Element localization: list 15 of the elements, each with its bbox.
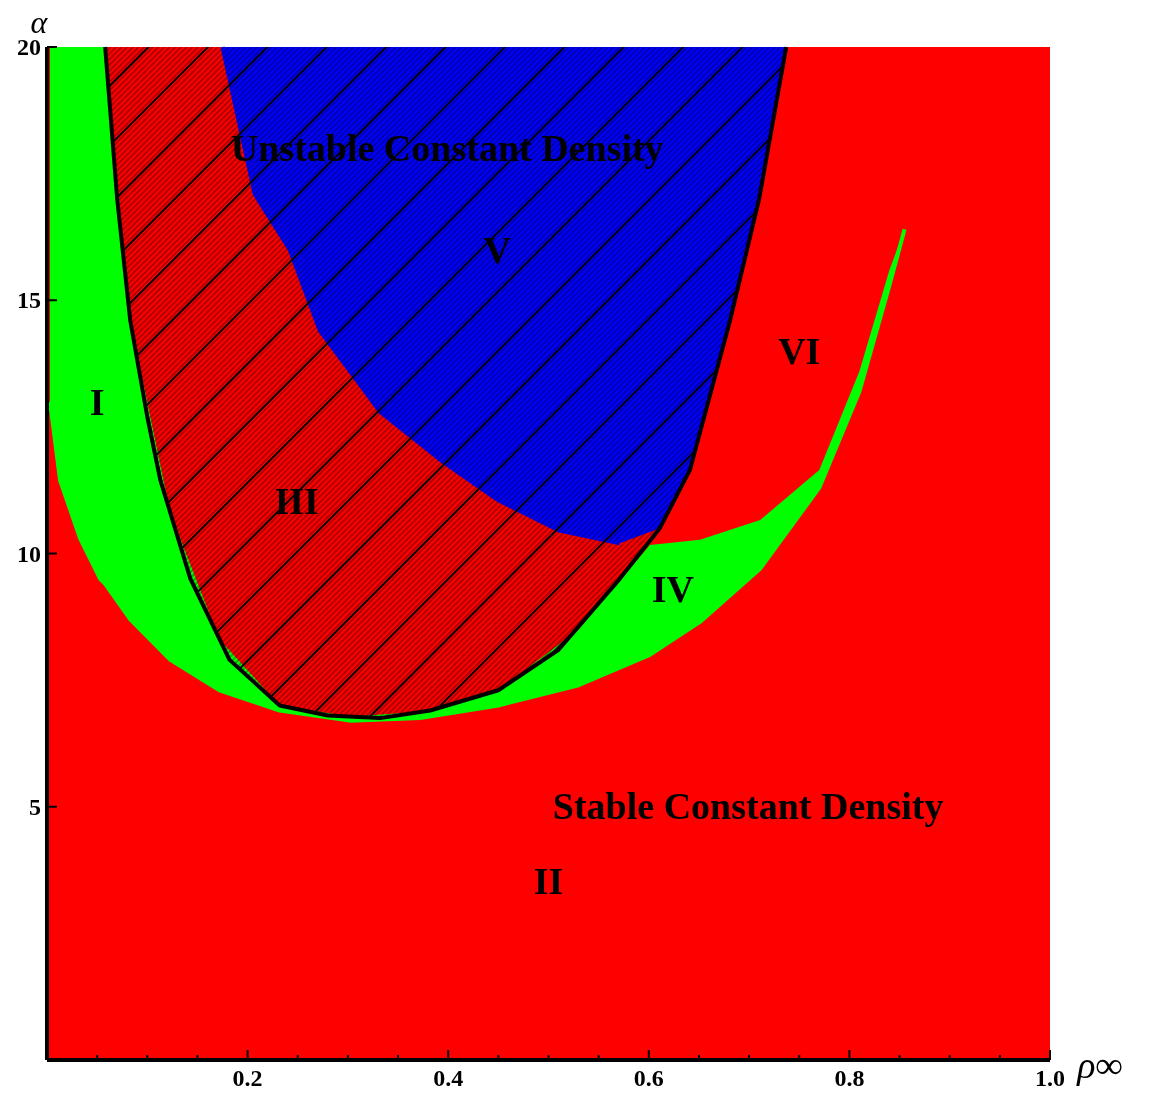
- y-tick-label: 10: [17, 540, 41, 567]
- x-tick-label: 0.8: [834, 1065, 865, 1091]
- x-tick-label: 0.2: [232, 1065, 263, 1091]
- x-tick-label: 1.0: [1035, 1065, 1065, 1091]
- annotation: VI: [778, 329, 821, 372]
- x-tick-label: 0.6: [633, 1065, 664, 1091]
- annotation: V: [483, 228, 512, 271]
- annotation: II: [533, 859, 564, 902]
- annotation: Stable Constant Density: [552, 784, 944, 827]
- x-axis-title: ρ∞: [1076, 1044, 1123, 1086]
- annotation: IV: [651, 567, 695, 610]
- y-tick-label: 5: [29, 793, 41, 820]
- annotation: I: [89, 380, 105, 423]
- x-tick-label: 0.4: [433, 1065, 464, 1091]
- y-tick-label: 15: [17, 287, 41, 314]
